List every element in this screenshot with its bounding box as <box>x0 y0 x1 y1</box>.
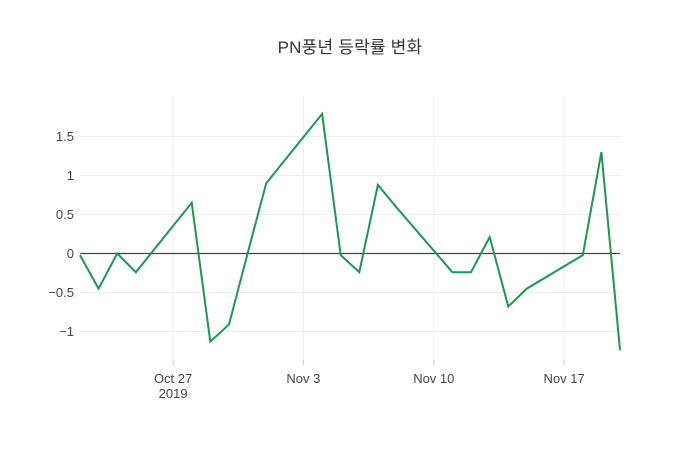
x-tick-sublabel: 2019 <box>159 386 188 401</box>
y-tick-label: 0.5 <box>56 207 74 222</box>
x-tick-label: Nov 10 <box>413 371 454 386</box>
series-line <box>79 111 621 351</box>
y-tick-label: 0 <box>67 246 74 261</box>
y-tick-label: 1.5 <box>56 129 74 144</box>
chart-title: PN풍년 등락률 변화 <box>277 38 423 57</box>
y-tick-label: −1 <box>59 324 74 339</box>
y-tick-label: −0.5 <box>48 285 74 300</box>
y-tick-label: 1 <box>67 168 74 183</box>
x-tick-label: Oct 27 <box>154 371 192 386</box>
x-tick-label: Nov 17 <box>543 371 584 386</box>
x-tick-label: Nov 3 <box>286 371 320 386</box>
